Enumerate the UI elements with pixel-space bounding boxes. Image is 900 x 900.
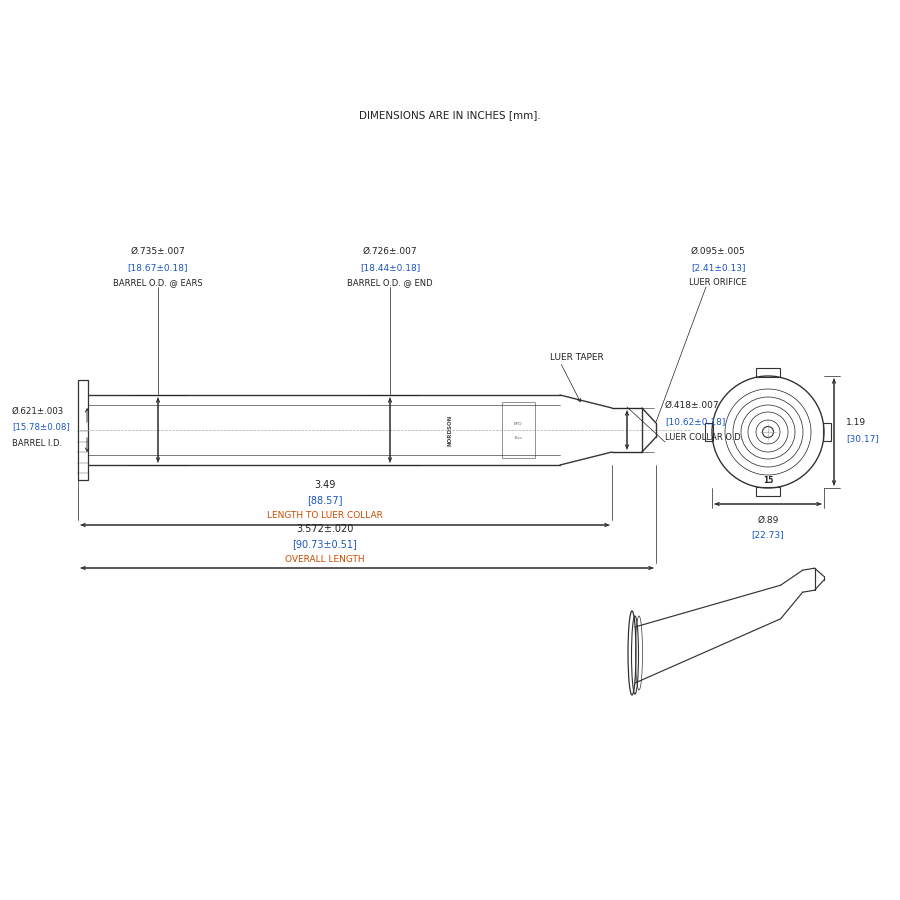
Text: Ø.621±.003: Ø.621±.003 [12, 407, 64, 416]
Text: [10.62±0.18]: [10.62±0.18] [665, 417, 725, 426]
Bar [502, 402, 535, 458]
Text: LENGTH TO LUER COLLAR: LENGTH TO LUER COLLAR [267, 511, 382, 520]
Text: [18.44±0.18]: [18.44±0.18] [360, 263, 420, 272]
Text: NORDSON: NORDSON [447, 414, 453, 446]
Text: BARREL O.D. @ END: BARREL O.D. @ END [347, 278, 433, 287]
Text: Ø.095±.005: Ø.095±.005 [690, 247, 745, 256]
Text: 1.19: 1.19 [846, 418, 866, 427]
Text: BARREL I.D.: BARREL I.D. [12, 438, 62, 447]
Text: [90.73±0.51]: [90.73±0.51] [292, 539, 357, 549]
Bar [78, 380, 88, 480]
Bar [705, 423, 713, 441]
Bar [756, 368, 780, 377]
Text: OVERALL LENGTH: OVERALL LENGTH [285, 555, 364, 564]
Bar [823, 423, 831, 441]
Text: Ø.418±.007: Ø.418±.007 [665, 401, 720, 410]
Text: DIMENSIONS ARE IN INCHES [mm].: DIMENSIONS ARE IN INCHES [mm]. [359, 110, 541, 120]
Text: 15: 15 [763, 475, 773, 484]
Text: Ø.89: Ø.89 [757, 516, 778, 525]
Bar [756, 487, 780, 496]
Text: [2.41±0.13]: [2.41±0.13] [691, 263, 745, 272]
Text: Ø.735±.007: Ø.735±.007 [130, 247, 185, 256]
Text: LUER ORIFICE: LUER ORIFICE [689, 278, 747, 287]
Text: [22.73]: [22.73] [752, 530, 784, 539]
Text: Ø.726±.007: Ø.726±.007 [363, 247, 418, 256]
Text: [88.57]: [88.57] [307, 495, 343, 505]
Text: [18.67±0.18]: [18.67±0.18] [128, 263, 188, 272]
Text: BARREL O.D. @ EARS: BARREL O.D. @ EARS [113, 278, 202, 287]
Text: LUER COLLAR O.D.: LUER COLLAR O.D. [665, 433, 743, 442]
Text: LUER TAPER: LUER TAPER [550, 354, 604, 363]
Text: 15cc: 15cc [513, 436, 523, 440]
Text: 3.572±.020: 3.572±.020 [296, 524, 354, 534]
Text: [15.78±0.08]: [15.78±0.08] [12, 422, 70, 431]
Text: [30.17]: [30.17] [846, 435, 879, 444]
Text: EFD: EFD [514, 422, 522, 426]
Text: 3.49: 3.49 [314, 480, 336, 490]
